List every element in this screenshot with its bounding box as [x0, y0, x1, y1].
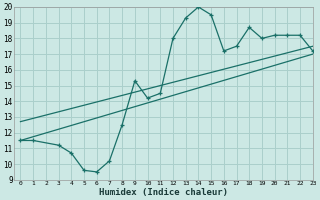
X-axis label: Humidex (Indice chaleur): Humidex (Indice chaleur) [99, 188, 228, 197]
